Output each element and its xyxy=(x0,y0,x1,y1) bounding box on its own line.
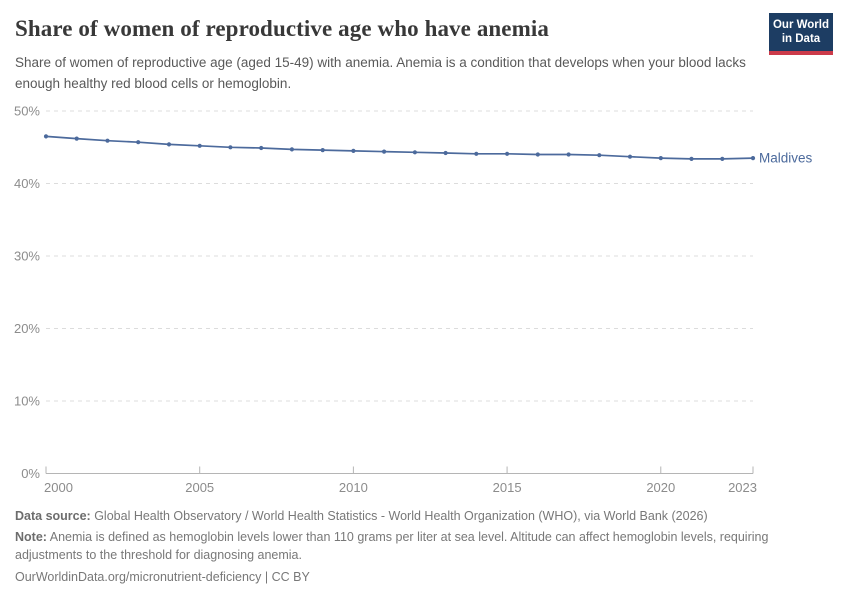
owid-logo[interactable]: Our World in Data xyxy=(769,13,833,55)
trend-line xyxy=(45,135,754,160)
note-text: Anemia is defined as hemoglobin levels l… xyxy=(15,530,769,562)
data-point xyxy=(289,147,294,152)
page-title: Share of women of reproductive age who h… xyxy=(15,16,549,41)
data-point xyxy=(535,152,540,157)
data-point xyxy=(166,142,172,147)
data-source-line: Data source: Global Health Observatory /… xyxy=(15,507,827,525)
x-tick-label: 2023 xyxy=(728,480,757,495)
data-point xyxy=(750,156,756,161)
data-point xyxy=(105,138,110,143)
data-point xyxy=(197,143,202,148)
data-point xyxy=(689,156,694,161)
data-point xyxy=(566,152,571,157)
license-link[interactable]: OurWorldinData.org/micronutrient-deficie… xyxy=(15,570,310,584)
data-point xyxy=(259,145,264,151)
data-point xyxy=(136,140,141,145)
data-point xyxy=(382,149,387,154)
entity-label: Maldives xyxy=(759,151,813,166)
data-source-label: Data source: xyxy=(15,509,91,523)
data-point xyxy=(720,156,725,161)
data-point xyxy=(597,153,602,158)
owid-logo-line2: in Data xyxy=(781,33,821,46)
owid-logo-line1: Our World xyxy=(772,19,829,31)
data-point xyxy=(74,136,79,141)
data-point xyxy=(627,154,633,159)
data-point xyxy=(505,151,510,156)
note-line: Note: Anemia is defined as hemoglobin le… xyxy=(15,528,827,564)
chart-footer: Data source: Global Health Observatory /… xyxy=(15,507,827,586)
x-tick-label: 2020 xyxy=(646,480,675,495)
note-label: Note: xyxy=(15,530,47,544)
line-chart: 0% 10% 20% 30% 40% 50% 2000 2005 2010 2015 2020 202… xyxy=(14,104,813,496)
x-tick-label: 2000 xyxy=(44,480,73,495)
y-tick-label: 10% xyxy=(14,394,40,409)
y-tick-label: 20% xyxy=(14,321,40,336)
y-tick-label: 30% xyxy=(14,249,40,264)
data-source-text: Global Health Observatory / World Health… xyxy=(90,509,708,523)
data-point xyxy=(658,156,663,161)
x-tick-label: 2010 xyxy=(339,480,368,495)
data-point xyxy=(43,134,49,139)
chart-subtitle: Share of women of reproductive age (aged… xyxy=(15,55,746,91)
x-tick-label: 2015 xyxy=(493,480,522,495)
y-tick-label: 50% xyxy=(14,104,40,119)
y-tick-label: 0% xyxy=(21,466,40,481)
data-point xyxy=(412,150,417,155)
y-tick-label: 40% xyxy=(14,176,40,191)
data-point xyxy=(443,150,448,156)
data-point xyxy=(320,148,325,153)
x-tick-label: 2005 xyxy=(185,480,214,495)
data-point xyxy=(351,148,356,153)
data-point xyxy=(474,151,479,156)
data-point xyxy=(228,145,233,150)
